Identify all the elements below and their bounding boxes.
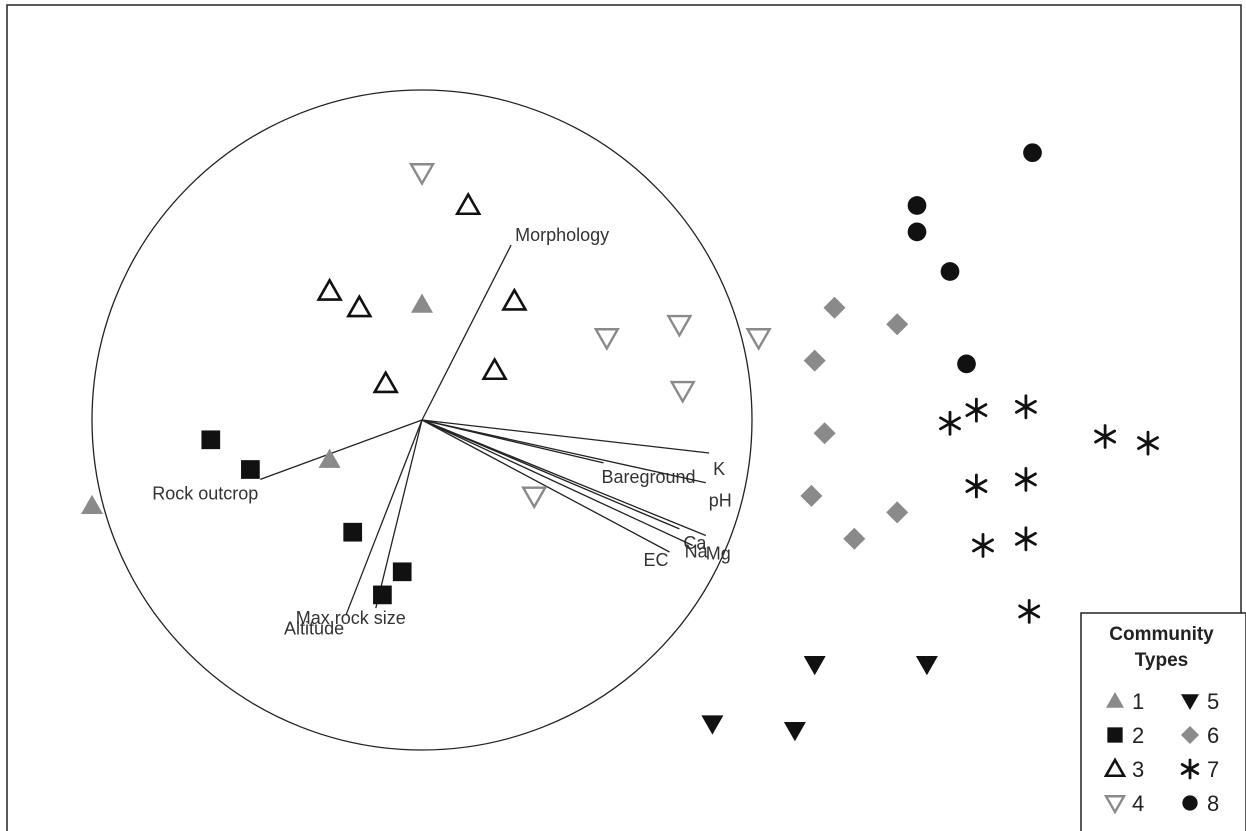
site-point-type6-3 bbox=[803, 349, 826, 372]
site-point-type7-4 bbox=[1094, 424, 1117, 449]
site-point-type6-2 bbox=[886, 313, 909, 336]
legend-title-line2: Types bbox=[1135, 650, 1189, 671]
vector-mg bbox=[421, 419, 707, 537]
site-point-type8-5 bbox=[957, 354, 976, 374]
site-point-type2-2 bbox=[241, 460, 260, 479]
site-point-type7-3 bbox=[939, 410, 961, 436]
plot-frame bbox=[6, 4, 1242, 831]
vector-rock-outcrop bbox=[260, 419, 423, 481]
vector-label-altitude: Altitude bbox=[284, 619, 344, 639]
vector-ca bbox=[421, 419, 680, 530]
site-point-type7-2 bbox=[965, 397, 988, 423]
site-point-type4-4 bbox=[745, 328, 772, 351]
legend-marker-4 bbox=[1103, 795, 1127, 815]
site-point-type1-2 bbox=[411, 293, 433, 313]
site-point-type7-6 bbox=[965, 473, 988, 499]
site-point-type3-2 bbox=[316, 277, 343, 301]
vector-label-mg: Mg bbox=[706, 544, 731, 564]
vector-label-na: Na bbox=[685, 541, 709, 561]
site-point-type4-3 bbox=[666, 314, 693, 338]
legend-label-5: 5 bbox=[1207, 689, 1219, 714]
site-point-type7-10 bbox=[1018, 599, 1041, 624]
site-point-type6-7 bbox=[843, 527, 866, 550]
vector-label-max-rock-size: Max rock size bbox=[296, 608, 406, 628]
legend-label-1: 1 bbox=[1132, 689, 1144, 714]
site-point-type1-1 bbox=[81, 494, 103, 515]
vector-label-k: K bbox=[713, 459, 725, 479]
legend-label-8: 8 bbox=[1207, 791, 1219, 816]
site-point-type2-3 bbox=[343, 522, 363, 542]
site-point-type8-3 bbox=[907, 222, 927, 242]
site-point-type3-1 bbox=[454, 191, 482, 216]
legend-label-3: 3 bbox=[1132, 757, 1144, 782]
site-point-type4-1 bbox=[408, 163, 436, 186]
site-point-type8-2 bbox=[907, 196, 927, 215]
vector-label-ec: EC bbox=[644, 550, 669, 570]
site-point-type8-4 bbox=[940, 262, 960, 281]
site-point-type4-2 bbox=[593, 328, 620, 351]
site-point-type7-9 bbox=[1014, 526, 1037, 552]
vector-morphology bbox=[421, 244, 512, 421]
legend-box bbox=[1080, 612, 1246, 831]
site-point-type5-4 bbox=[783, 721, 806, 742]
site-point-type3-5 bbox=[372, 370, 399, 394]
vector-ec bbox=[421, 419, 670, 553]
site-point-type7-1 bbox=[1014, 394, 1037, 420]
legend-label-2: 2 bbox=[1132, 723, 1144, 748]
site-point-type3-3 bbox=[346, 294, 373, 318]
legend-marker-6 bbox=[1181, 726, 1199, 744]
site-point-type6-5 bbox=[800, 484, 823, 507]
legend-marker-5 bbox=[1181, 694, 1199, 710]
site-point-type1-3 bbox=[318, 448, 341, 468]
site-point-type4-5 bbox=[669, 380, 696, 404]
legend-label-7: 7 bbox=[1207, 757, 1219, 782]
site-point-type7-7 bbox=[1014, 466, 1037, 492]
vector-label-morphology: Morphology bbox=[515, 225, 609, 245]
legend-label-6: 6 bbox=[1207, 723, 1219, 748]
legend-marker-1 bbox=[1106, 692, 1124, 708]
vector-label-ph: pH bbox=[709, 491, 732, 511]
site-point-type5-3 bbox=[701, 715, 724, 735]
site-point-type3-4 bbox=[501, 287, 528, 311]
vector-k bbox=[421, 419, 710, 454]
site-point-type6-6 bbox=[886, 501, 909, 524]
vector-label-ca: Ca bbox=[683, 533, 707, 553]
correlation-circle bbox=[91, 89, 753, 751]
site-point-type8-1 bbox=[1023, 143, 1042, 163]
site-point-type6-4 bbox=[813, 422, 836, 445]
site-point-type7-5 bbox=[1137, 430, 1159, 456]
legend-marker-7 bbox=[1180, 758, 1200, 780]
legend-marker-3 bbox=[1103, 757, 1127, 778]
site-point-type3-6 bbox=[481, 356, 508, 381]
vector-label-rock-outcrop: Rock outcrop bbox=[152, 483, 258, 503]
vector-label-bareground: Bareground bbox=[602, 467, 696, 487]
site-point-type5-2 bbox=[915, 655, 938, 676]
site-point-type4-6 bbox=[521, 486, 548, 510]
vector-ph bbox=[421, 419, 706, 484]
site-point-type5-1 bbox=[803, 655, 826, 676]
legend-marker-2 bbox=[1107, 727, 1123, 743]
site-point-type7-8 bbox=[972, 533, 994, 558]
vector-max-rock-size bbox=[375, 419, 423, 609]
legend-title-line1: Community bbox=[1109, 624, 1214, 645]
vector-na bbox=[421, 419, 693, 546]
site-point-type6-1 bbox=[823, 296, 846, 319]
vector-altitude bbox=[345, 419, 423, 615]
legend-marker-8 bbox=[1182, 795, 1198, 811]
legend-label-4: 4 bbox=[1132, 791, 1144, 816]
site-point-type2-5 bbox=[373, 585, 392, 605]
site-point-type2-1 bbox=[201, 430, 221, 450]
site-point-type2-4 bbox=[392, 562, 412, 582]
